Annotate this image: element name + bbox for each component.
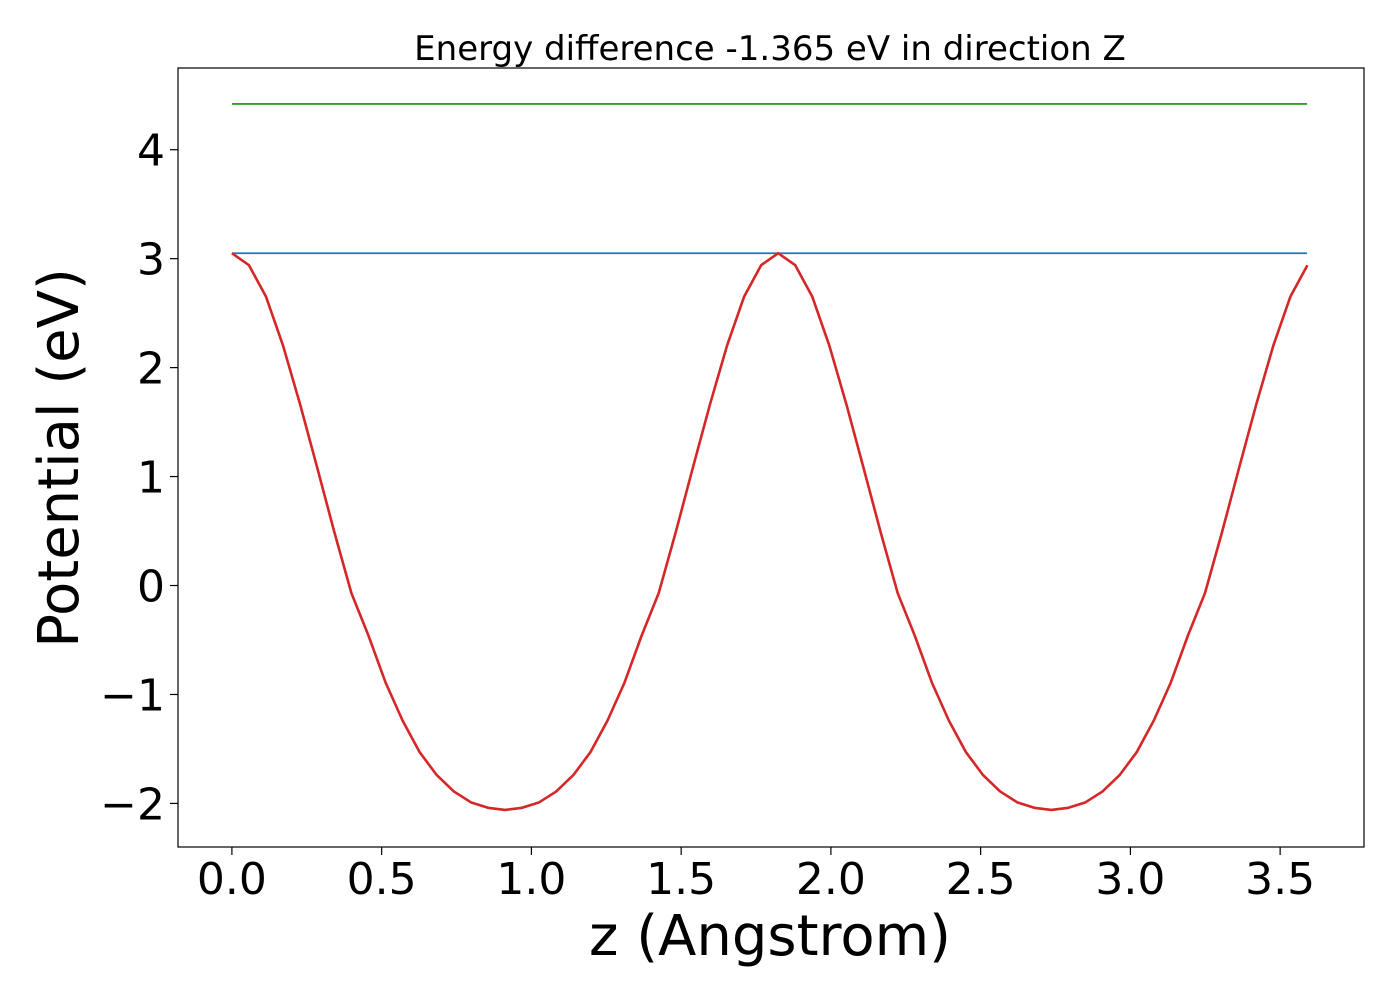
series-line-3 xyxy=(231,251,1309,812)
plot-area-frame xyxy=(177,67,1365,848)
chart-title: Energy difference -1.365 eV in direction… xyxy=(414,29,1126,69)
plot-lines xyxy=(231,103,1309,812)
x-tick-label: 3.0 xyxy=(1095,854,1165,905)
x-axis-label: z (Angstrom) xyxy=(589,904,951,969)
x-tick-label: 1.0 xyxy=(496,854,566,905)
x-tick-label: 2.5 xyxy=(946,854,1016,905)
x-tick-label: 0.5 xyxy=(347,854,417,905)
y-tick-label: 2 xyxy=(137,344,165,395)
x-tick-label: 3.5 xyxy=(1245,854,1315,905)
y-tick-label: 1 xyxy=(137,453,165,504)
x-tick-label: 2.0 xyxy=(796,854,866,905)
y-tick-label: −2 xyxy=(100,779,165,830)
y-tick-label: 0 xyxy=(137,562,165,613)
x-axis-ticks: 0.0 0.5 1.0 1.5 2.0 2.5 3.0 3.5 xyxy=(197,847,1315,905)
y-tick-label: −1 xyxy=(100,670,165,721)
x-tick-label: 1.5 xyxy=(646,854,716,905)
x-tick-label: 0.0 xyxy=(197,854,267,905)
y-axis-label: Potential (eV) xyxy=(27,268,92,648)
y-tick-label: 4 xyxy=(137,126,165,177)
y-tick-label: 3 xyxy=(137,235,165,286)
y-axis-ticks: −2 −1 0 1 2 3 4 xyxy=(100,126,178,830)
